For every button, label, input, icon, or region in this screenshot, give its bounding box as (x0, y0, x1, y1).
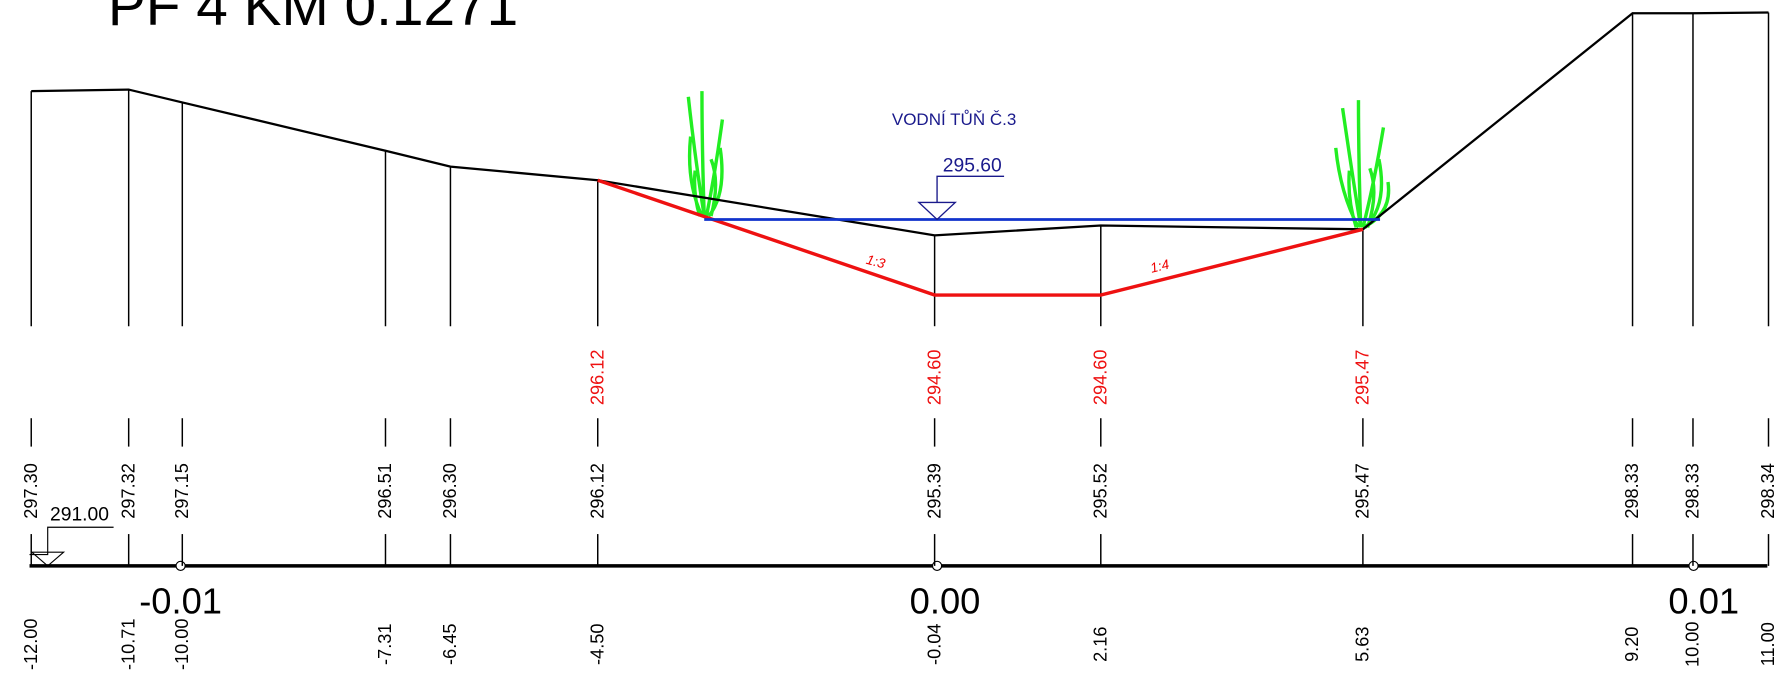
terrain-label: 295.39 (924, 463, 944, 519)
offset-label: -12.00 (21, 619, 41, 670)
design-label: 295.47 (1353, 350, 1373, 406)
reeds (686, 91, 1391, 229)
offset-label: -6.45 (440, 624, 460, 665)
offset-label: 10.00 (1683, 622, 1703, 667)
terrain-label: 298.33 (1622, 463, 1642, 519)
station-label: 0.01 (1668, 581, 1739, 622)
offset-label: -4.50 (587, 624, 607, 665)
slope-label: 1:3 (865, 252, 888, 272)
offset-label: -10.71 (118, 619, 138, 670)
offset-label: 9.20 (1622, 627, 1642, 662)
offset-label: 11.00 (1758, 622, 1778, 666)
offset-label: -7.31 (375, 624, 395, 665)
terrain-label: 297.15 (172, 463, 192, 519)
offset-label: 2.16 (1090, 627, 1110, 662)
water-symbol (917, 201, 957, 221)
design-label: 294.60 (1090, 350, 1110, 406)
terrain-label: 296.51 (375, 463, 395, 519)
station-marker (175, 560, 186, 571)
design-label: 294.60 (924, 350, 944, 406)
water-level-label: 295.60 (943, 156, 1002, 177)
station-label: 0.00 (910, 581, 981, 622)
terrain-label: 295.47 (1353, 463, 1373, 519)
terrain-label: 296.12 (587, 463, 607, 519)
terrain-label: 296.30 (440, 463, 460, 519)
terrain-label: 297.30 (21, 463, 41, 519)
terrain-label: 297.32 (118, 463, 138, 519)
pond-label: VODNÍ TŮŇ Č.3 (892, 110, 1017, 129)
datum-symbol (30, 551, 66, 567)
water-leader (936, 175, 1005, 203)
station-label: -0.01 (139, 581, 222, 622)
design-label: 296.12 (587, 350, 607, 406)
slope-label: 1:4 (1149, 257, 1171, 276)
datum-label: 291.00 (50, 504, 109, 525)
offset-label: 5.63 (1353, 627, 1373, 662)
title: PF 4 KM 0.1271 (108, 0, 518, 38)
offset-label: -10.00 (172, 619, 192, 670)
datum-leader (29, 526, 114, 556)
terrain-label: 298.34 (1758, 463, 1778, 519)
offset-label: -0.04 (924, 624, 944, 665)
terrain-label: 295.52 (1090, 463, 1110, 519)
terrain-label: 298.33 (1683, 463, 1703, 519)
design-line (597, 178, 1364, 297)
terrain-line (31, 11, 1769, 237)
